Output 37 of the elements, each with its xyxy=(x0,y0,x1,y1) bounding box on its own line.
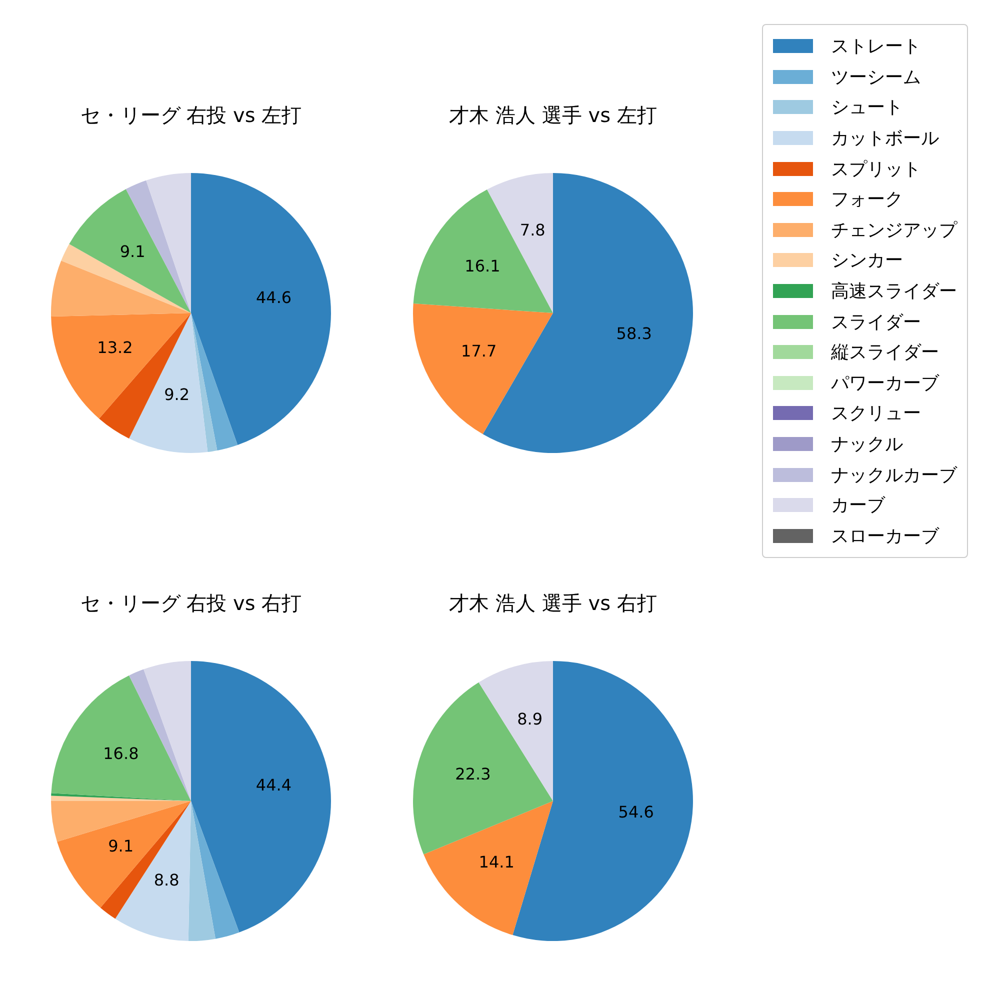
chart-title: 才木 浩人 選手 vs 右打 xyxy=(449,591,657,616)
data-label: 9.1 xyxy=(120,242,146,261)
legend-label: シュート xyxy=(831,96,903,120)
data-label: 54.6 xyxy=(618,802,654,822)
data-label: 58.3 xyxy=(616,324,652,343)
data-label: 13.2 xyxy=(97,338,133,357)
legend-label: スライダー xyxy=(831,310,921,334)
data-label: 8.8 xyxy=(154,870,180,890)
data-label: 44.4 xyxy=(256,775,292,794)
legend-label: ナックル xyxy=(831,433,903,456)
data-label: 14.1 xyxy=(478,852,514,872)
legend-label: スローカーブ xyxy=(831,524,939,548)
legend-label: スプリット xyxy=(831,158,921,181)
data-label: 9.1 xyxy=(108,836,134,856)
legend-label: ストレート xyxy=(831,35,921,58)
data-label: 8.9 xyxy=(517,709,543,728)
legend-label: カーブ xyxy=(831,494,885,518)
data-label: 7.8 xyxy=(520,220,546,240)
legend-label: フォーク xyxy=(831,188,903,212)
text: セ・リーグ 右投 vs 左打 xyxy=(80,103,302,128)
data-label: 22.3 xyxy=(455,764,491,784)
legend-label: カットボール xyxy=(831,127,939,150)
data-label: 44.6 xyxy=(256,288,292,307)
legend-label: パワーカーブ xyxy=(831,372,939,395)
legend-label: 縦スライダー xyxy=(831,341,939,364)
legend-label: シンカー xyxy=(831,249,903,272)
legend-label: スクリュー xyxy=(831,402,921,426)
legend-label: 高速スライダー xyxy=(831,280,957,304)
legend-label: ツーシーム xyxy=(831,66,921,89)
data-label: 16.8 xyxy=(103,744,139,763)
legend-label: チェンジアップ xyxy=(831,218,957,242)
data-label: 9.2 xyxy=(164,384,190,404)
chart-title: セ・リーグ 右投 vs 右打 xyxy=(80,591,302,616)
legend-label: ナックルカーブ xyxy=(831,464,957,487)
chart-title: 才木 浩人 選手 vs 左打 xyxy=(449,103,657,128)
data-label: 16.1 xyxy=(464,256,500,276)
data-label: 17.7 xyxy=(461,342,497,361)
